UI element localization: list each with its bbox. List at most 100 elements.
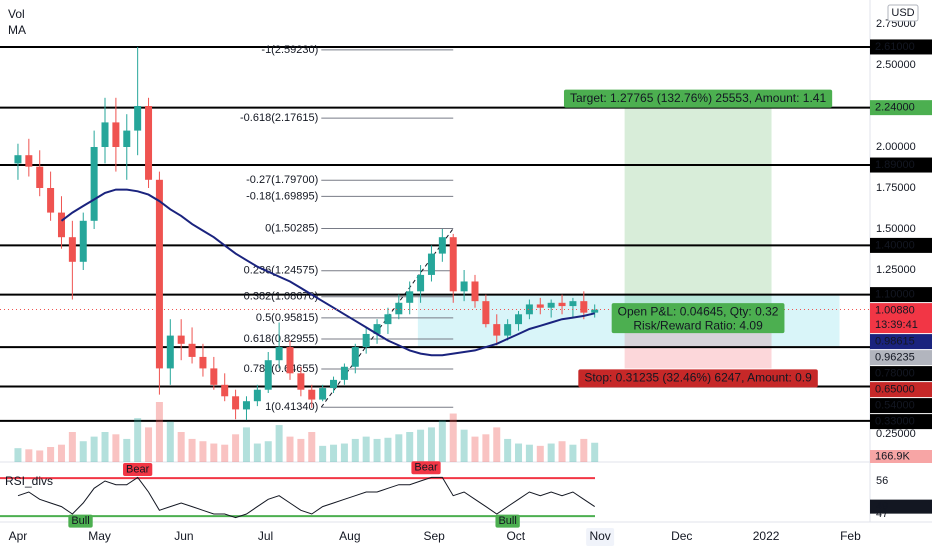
candle-body <box>493 324 501 336</box>
rsi-line <box>17 476 595 519</box>
volume-bar <box>199 441 207 462</box>
candle-body <box>36 166 44 188</box>
candle-body <box>525 304 533 315</box>
fib-label: -0.618(2.17615) <box>240 112 318 124</box>
volume-bar <box>438 420 446 462</box>
candle-body <box>482 301 490 325</box>
countdown-label: 13:39:41 <box>875 319 918 331</box>
candle-body <box>373 324 381 334</box>
candle-body <box>112 122 120 147</box>
candle-body <box>536 304 544 308</box>
x-tick-label: Jun <box>174 529 193 543</box>
candle-body <box>460 281 468 292</box>
y-tick-label: 0.25000 <box>876 428 916 440</box>
volume-bar <box>362 436 370 462</box>
candle-body <box>286 347 294 374</box>
y-tick-label: 1.25000 <box>876 264 916 276</box>
volume-bar <box>515 443 523 462</box>
volume-bar <box>449 413 457 462</box>
divergence-label: Bear <box>126 463 150 475</box>
price-tag-label: 1.00880 <box>875 305 915 317</box>
divergence-box <box>411 461 441 475</box>
volume-bar <box>264 441 272 462</box>
candle-body <box>395 302 403 315</box>
price-tag <box>870 414 932 430</box>
volume-tag <box>870 450 932 463</box>
y-tick-label: 2.00000 <box>876 141 916 153</box>
price-tag <box>870 100 932 116</box>
candle-body <box>558 302 566 307</box>
fib-label: 0.236(1.24575) <box>244 265 319 277</box>
fib-label: 0.5(0.95815) <box>256 312 318 324</box>
divergence-label: Bear <box>414 462 438 474</box>
price-tag-label: 2.24000 <box>875 102 915 114</box>
candle-body <box>449 237 457 292</box>
candle-body <box>47 187 55 213</box>
candle-body <box>221 384 229 397</box>
fib-label: 0.382(1.08670) <box>244 291 319 303</box>
volume-bar <box>112 434 120 462</box>
volume-bar <box>406 432 414 462</box>
price-tag-label: 0.54000 <box>875 400 915 412</box>
candle-body <box>275 347 283 361</box>
fib-label: -0.27(1.79700) <box>246 174 318 186</box>
volume-bar <box>253 443 261 462</box>
candle-body <box>123 130 131 147</box>
y-tick-label: 1.50000 <box>876 223 916 235</box>
candle-body <box>362 333 370 348</box>
x-tick-label: Apr <box>9 529 28 543</box>
candle-body <box>547 302 555 308</box>
volume-bar <box>79 441 87 462</box>
currency-label: USD <box>891 7 914 19</box>
target-label: Target: 1.27765 (132.76%) 25553, Amount:… <box>563 89 833 108</box>
candle-body <box>427 253 435 275</box>
volume-bar <box>504 438 512 462</box>
x-tick-label: Sep <box>424 529 446 543</box>
volume-bar <box>330 444 338 462</box>
candle-body <box>580 301 588 313</box>
target-label-text: Target: 1.27765 (132.76%) 25553, Amount:… <box>570 91 827 105</box>
volume-bar <box>493 427 501 462</box>
candle-body <box>145 105 153 180</box>
volume-bar <box>166 421 174 462</box>
volume-bar <box>460 429 468 462</box>
x-tick-label: Oct <box>506 529 525 543</box>
fib-label: 0(1.50285) <box>265 222 318 234</box>
candle-body <box>308 389 316 400</box>
candle-body <box>166 335 174 369</box>
volume-bar <box>319 445 327 462</box>
price-tag <box>870 398 932 414</box>
volume-bar <box>395 434 403 462</box>
candle-body <box>297 373 305 390</box>
volume-bar <box>482 434 490 462</box>
price-tag <box>870 287 932 303</box>
currency-box <box>887 4 919 22</box>
fib-label: 0.618(0.82955) <box>244 333 319 345</box>
volume-bar <box>101 432 109 462</box>
price-tag <box>870 237 932 253</box>
volume-bar <box>373 438 381 462</box>
price-tag-label: 1.10000 <box>875 289 915 301</box>
x-tick-label: Feb <box>840 529 861 543</box>
volume-bar <box>68 432 76 462</box>
y-tick-label: 2.50000 <box>876 59 916 71</box>
price-tag-label: 2.61000 <box>875 41 915 53</box>
volume-bar <box>36 450 44 462</box>
volume-bar <box>188 438 196 462</box>
x-tick-label: Jul <box>258 529 273 543</box>
price-tag-label: 0.78000 <box>875 368 915 380</box>
x-tick-highlight <box>586 528 615 546</box>
candle-body <box>253 389 261 402</box>
target-label-box <box>563 89 833 108</box>
candle-body <box>264 360 272 390</box>
price-tag <box>870 382 932 398</box>
moving-average <box>60 188 595 357</box>
price-tag <box>870 303 932 334</box>
volume-bar <box>525 444 533 462</box>
price-tag-label: 1.40000 <box>875 239 915 251</box>
candle-body <box>25 155 33 167</box>
price-tag <box>870 334 932 350</box>
volume-bar <box>210 443 218 462</box>
volume-bar <box>558 441 566 462</box>
